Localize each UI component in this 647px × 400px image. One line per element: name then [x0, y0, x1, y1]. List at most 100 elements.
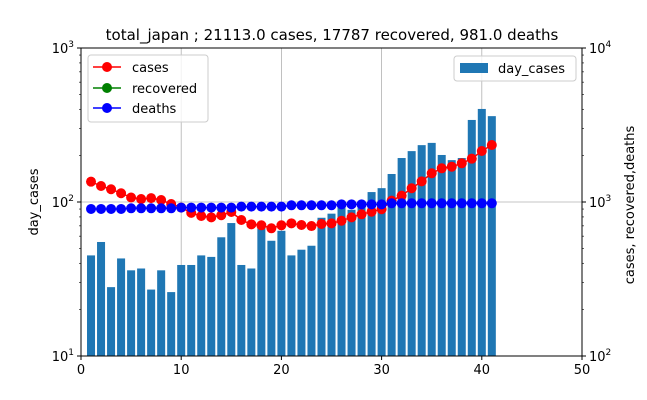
bar-day-cases: [387, 173, 396, 356]
tick-base: 10: [52, 196, 69, 211]
point-cases: [206, 212, 217, 223]
tick-exponent: 2: [606, 348, 612, 358]
x-tick-label: 40: [474, 363, 491, 378]
point-deaths: [366, 199, 377, 210]
point-deaths: [206, 202, 217, 213]
point-deaths: [156, 203, 167, 214]
bar-day-cases: [367, 192, 376, 356]
bar-day-cases: [437, 154, 446, 356]
point-deaths: [186, 202, 197, 213]
bar-day-cases: [277, 230, 286, 356]
x-tick-label: 20: [273, 363, 290, 378]
bar-day-cases: [127, 270, 136, 356]
point-cases: [256, 220, 267, 231]
point-deaths: [266, 201, 277, 212]
point-cases: [396, 190, 407, 201]
point-deaths: [466, 198, 477, 209]
point-deaths: [236, 201, 247, 212]
bar-day-cases: [257, 227, 266, 356]
point-deaths: [296, 200, 307, 211]
bar-day-cases: [477, 108, 486, 356]
point-cases: [106, 184, 117, 195]
tick-base: 10: [589, 42, 606, 57]
point-cases: [86, 176, 97, 187]
point-deaths: [216, 202, 227, 213]
x-tick-label: 50: [574, 363, 591, 378]
point-deaths: [436, 198, 447, 209]
x-tick-label: 0: [77, 363, 85, 378]
point-deaths: [426, 198, 437, 209]
point-deaths: [476, 198, 487, 209]
legend-label-cases: cases: [132, 61, 169, 76]
bar-day-cases: [167, 292, 176, 356]
bar-day-cases: [487, 116, 496, 356]
point-cases: [196, 211, 207, 222]
point-cases: [96, 181, 107, 192]
y-tick-label-left: 103: [52, 40, 74, 57]
bar-day-cases: [337, 204, 346, 356]
legend-marker-recovered: [102, 83, 112, 93]
legend-box: [87, 54, 209, 123]
bar-day-cases: [407, 151, 416, 356]
point-cases: [306, 221, 317, 232]
point-deaths: [456, 198, 467, 209]
point-cases: [336, 215, 347, 226]
x-tick-label: 10: [173, 363, 190, 378]
point-cases: [476, 145, 487, 156]
point-cases: [356, 209, 367, 220]
legend-bars: day_cases: [453, 55, 577, 82]
bar-day-cases: [327, 213, 336, 356]
point-cases: [416, 176, 427, 187]
point-deaths: [356, 199, 367, 210]
point-cases: [236, 215, 247, 226]
point-deaths: [316, 200, 327, 211]
tick-base: 10: [52, 42, 69, 57]
bar-day-cases: [247, 268, 256, 356]
point-cases: [316, 218, 327, 229]
tick-exponent: 3: [606, 194, 612, 204]
bar-day-cases: [217, 237, 226, 356]
y-tick-label-right: 103: [589, 194, 611, 211]
point-deaths: [376, 199, 387, 210]
point-deaths: [406, 198, 417, 209]
legend-swatch-day-cases: [460, 63, 488, 73]
point-deaths: [226, 202, 237, 213]
point-deaths: [256, 201, 267, 212]
point-cases: [246, 219, 257, 230]
point-cases: [366, 206, 377, 217]
bar-day-cases: [107, 287, 116, 356]
point-deaths: [326, 200, 337, 211]
bar-day-cases: [87, 255, 96, 356]
point-cases: [156, 195, 167, 206]
point-cases: [486, 140, 497, 151]
point-deaths: [196, 202, 207, 213]
chart-title: total_japan ; 21113.0 cases, 17787 recov…: [106, 26, 559, 45]
bar-day-cases: [267, 240, 276, 356]
point-deaths: [136, 203, 147, 214]
bar-day-cases: [97, 241, 106, 356]
bar-day-cases: [207, 256, 216, 356]
bar-day-cases: [397, 158, 406, 356]
point-deaths: [446, 198, 457, 209]
legend-marker-cases: [102, 62, 112, 72]
point-deaths: [176, 202, 187, 213]
bar-day-cases: [467, 119, 476, 356]
legend-label-day-cases: day_cases: [498, 62, 565, 77]
bar-day-cases: [137, 268, 146, 356]
y-tick-label-left: 101: [52, 348, 74, 365]
bar-day-cases: [347, 209, 356, 356]
point-deaths: [106, 203, 117, 214]
point-deaths: [276, 201, 287, 212]
point-cases: [136, 194, 147, 205]
legend-marker-deaths: [102, 103, 112, 113]
point-deaths: [116, 203, 127, 214]
bar-day-cases: [227, 223, 236, 356]
tick-base: 10: [589, 350, 606, 365]
legend-label-recovered: recovered: [132, 82, 197, 97]
point-deaths: [486, 198, 497, 209]
legend-box-bars: [453, 55, 577, 82]
tick-exponent: 2: [68, 194, 74, 204]
point-cases: [126, 192, 137, 203]
bar-day-cases: [317, 217, 326, 356]
